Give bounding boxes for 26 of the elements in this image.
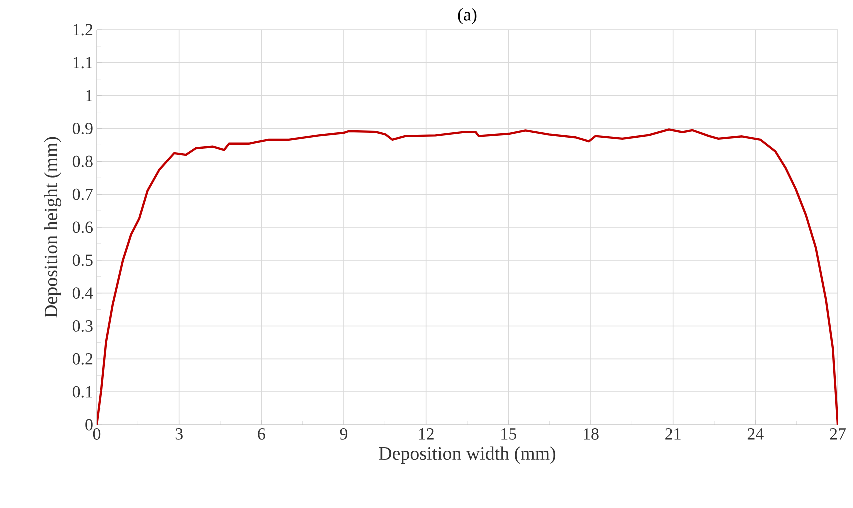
y-tick-label: 0.3 <box>72 320 93 332</box>
y-tick-label: 1.1 <box>74 57 92 69</box>
x-axis-title: Deposition width (mm) <box>379 446 556 464</box>
x-tick-label: 18 <box>584 428 599 440</box>
y-tick-label: 0.1 <box>72 386 92 398</box>
y-tick-label: 0.6 <box>72 222 93 234</box>
chart-title: (a) <box>458 8 477 24</box>
x-tick-label: 0 <box>93 428 101 440</box>
y-tick-label: 1.2 <box>74 24 93 36</box>
y-tick-label: 0.5 <box>72 254 93 266</box>
y-tick-label: 0.9 <box>72 122 93 134</box>
x-tick-label: 24 <box>748 428 764 440</box>
y-tick-label: 0.7 <box>72 188 93 200</box>
x-tick-label: 12 <box>419 428 434 440</box>
y-axis-title: Deposition height (mm) <box>44 137 62 318</box>
y-tick-label: 0.8 <box>72 156 93 168</box>
y-tick-label: 0 <box>86 419 93 431</box>
y-tick-label: 0.4 <box>72 288 94 300</box>
x-tick-label: 21 <box>666 428 681 440</box>
y-tick-label: 1 <box>86 90 92 102</box>
x-tick-label: 6 <box>258 428 266 440</box>
y-tick-label: 0.2 <box>72 353 93 365</box>
x-tick-label: 15 <box>502 428 516 440</box>
x-tick-label: 3 <box>176 428 183 440</box>
x-tick-label: 9 <box>340 428 348 440</box>
x-tick-label: 27 <box>830 428 846 440</box>
